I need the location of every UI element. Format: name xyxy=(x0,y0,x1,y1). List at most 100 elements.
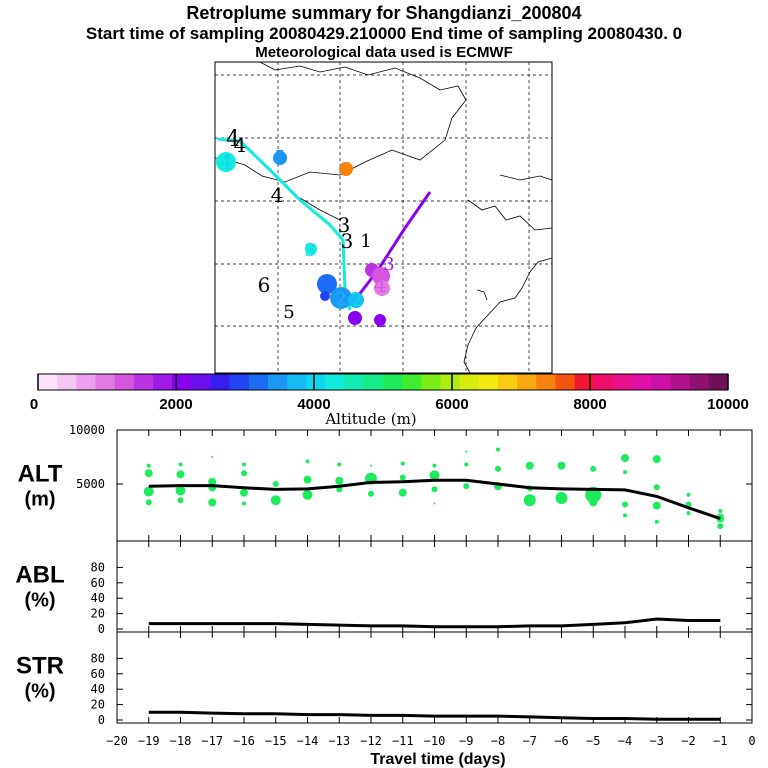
cluster-point xyxy=(652,501,661,510)
y-tick-label: 60 xyxy=(91,576,105,590)
colorbar-cell xyxy=(248,374,269,390)
timeseries-panels: ALT(m)500010000ABL(%)020406080STR(%)0204… xyxy=(15,423,755,768)
panel-ylabel: ABL xyxy=(15,562,64,589)
x-tick-label: −2 xyxy=(681,734,695,748)
cluster-point xyxy=(143,486,154,497)
series-line xyxy=(148,478,721,521)
colorbar-tick-label: 4000 xyxy=(297,396,330,413)
cluster-point xyxy=(589,498,598,507)
y-tick-label: 5000 xyxy=(76,477,105,491)
cluster-label: 6 xyxy=(258,273,271,297)
x-tick-label: −4 xyxy=(618,734,632,748)
cluster-point xyxy=(495,465,501,472)
cluster-label: 5 xyxy=(283,302,294,323)
colorbar-cell xyxy=(651,374,671,390)
colorbar-cell xyxy=(287,374,307,390)
colorbar-cell xyxy=(536,374,556,390)
cluster-label: 4 xyxy=(234,133,247,157)
cluster-label: 4 xyxy=(271,183,284,207)
colorbar-cell xyxy=(229,374,250,390)
colorbar-cell xyxy=(153,374,173,390)
cluster-marker xyxy=(320,291,330,301)
cluster-point xyxy=(178,462,183,467)
colorbar-cell xyxy=(708,374,729,390)
x-tick-label: −12 xyxy=(360,734,382,748)
cluster-point xyxy=(208,498,217,507)
cluster-point xyxy=(400,461,405,466)
map-borders xyxy=(214,61,553,374)
panel-yunit: (%) xyxy=(24,590,55,612)
x-tick-label: −19 xyxy=(138,734,160,748)
colorbar-cell xyxy=(517,374,537,390)
cluster-point xyxy=(463,483,470,490)
cluster-point xyxy=(399,474,406,481)
x-tick-label: −16 xyxy=(233,734,255,748)
x-tick-label: −18 xyxy=(170,734,192,748)
cluster-marker xyxy=(317,274,337,294)
cluster-point xyxy=(686,511,691,516)
cluster-label: 4 xyxy=(226,127,240,152)
colorbar-cell xyxy=(402,374,422,390)
cluster-marker xyxy=(305,243,317,255)
cluster-marker xyxy=(374,314,386,326)
cluster-point xyxy=(270,495,281,506)
cluster-point xyxy=(432,463,437,468)
cluster-label: 2 xyxy=(351,290,362,311)
panel-ylabel: STR xyxy=(16,653,64,680)
cluster-point xyxy=(686,492,691,497)
cluster-marker xyxy=(273,151,287,165)
colorbar-cell xyxy=(574,374,595,390)
cluster-point xyxy=(335,476,344,485)
x-tick-label: −14 xyxy=(297,734,319,748)
y-tick-label: 0 xyxy=(98,713,105,727)
cluster-point xyxy=(429,470,440,481)
sampling-period: Start time of sampling 20080429.210000 E… xyxy=(85,24,683,43)
trajectory-purple xyxy=(353,191,432,301)
cluster-point xyxy=(370,464,372,467)
cluster-marker xyxy=(374,280,390,296)
panel-frame xyxy=(116,631,753,724)
colorbar-cell xyxy=(133,374,154,390)
cluster-point xyxy=(146,463,151,468)
cluster-label: 1 xyxy=(360,231,371,252)
x-tick-label: −8 xyxy=(491,734,505,748)
y-tick-label: 40 xyxy=(91,682,105,696)
colorbar-cell xyxy=(172,374,192,390)
cluster-point xyxy=(557,461,566,470)
x-tick-label: −10 xyxy=(424,734,446,748)
x-tick-label: −7 xyxy=(523,734,537,748)
colorbar-cell xyxy=(383,374,403,390)
colorbar-cell xyxy=(76,374,96,390)
colorbar-cell xyxy=(689,374,710,390)
cluster-point xyxy=(303,475,312,484)
colorbar-cell xyxy=(210,374,231,390)
colorbar-cell xyxy=(459,374,480,390)
cluster-label: 2 xyxy=(376,312,386,331)
colorbar-cell xyxy=(95,374,116,390)
y-tick-label: 40 xyxy=(91,591,105,605)
cluster-point xyxy=(718,509,723,513)
colorbar-cell xyxy=(268,374,288,390)
cluster-label: 2 xyxy=(350,309,360,328)
x-tick-label: −13 xyxy=(328,734,350,748)
cluster-point xyxy=(144,469,153,478)
x-tick-label: −15 xyxy=(265,734,287,748)
cluster-label: 4 xyxy=(220,150,233,174)
x-tick-label: −9 xyxy=(459,734,473,748)
x-tick-label: −17 xyxy=(201,734,223,748)
colorbar: 0 2000 4000 6000 8000 10000 Altitude (m) xyxy=(30,373,749,428)
cluster-point xyxy=(145,499,152,506)
y-tick-label: 10000 xyxy=(69,423,105,437)
cluster-label: 3 xyxy=(304,240,315,261)
x-axis-label: Travel time (days) xyxy=(370,751,505,768)
colorbar-cell xyxy=(632,374,652,390)
cluster-label: 3 xyxy=(383,254,394,275)
y-tick-label: 80 xyxy=(91,560,105,574)
colorbar-cell xyxy=(363,374,384,390)
y-tick-label: 20 xyxy=(91,698,105,712)
x-tick-label: −6 xyxy=(554,734,568,748)
cluster-point xyxy=(465,450,468,453)
cluster-point xyxy=(302,489,313,500)
